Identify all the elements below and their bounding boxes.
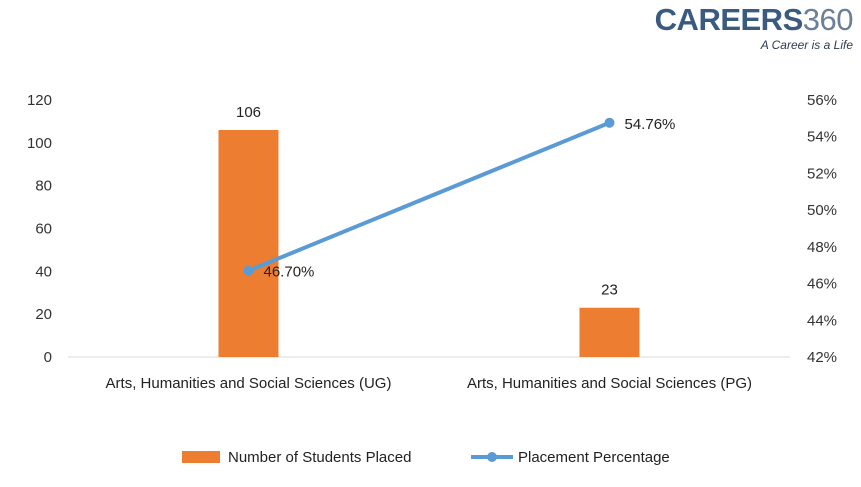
legend-bar-swatch [182,451,220,463]
bar-data-label: 106 [236,104,261,121]
y-right-tick-label: 52% [807,165,837,182]
x-category-label: Arts, Humanities and Social Sciences (UG… [106,375,392,392]
y-right-tick-label: 56% [807,92,837,109]
line-marker [243,265,254,276]
legend-bar-label: Number of Students Placed [228,449,411,466]
y-left-tick-label: 40 [35,263,52,280]
line-marker [604,117,615,128]
y-left-tick-label: 60 [35,221,52,238]
data-labels: 106 23 46.70% 54.76% [236,104,675,299]
y-right-tick-label: 50% [807,202,837,219]
y-right-tick-label: 54% [807,129,837,146]
bar-series [218,129,640,357]
y-right-tick-label: 48% [807,239,837,256]
logo-number: 360 [802,2,854,37]
logo-tagline: A Career is a Life [760,38,853,52]
line-series [243,117,615,276]
y-right-tick-label: 46% [807,276,837,293]
x-category-label: Arts, Humanities and Social Sciences (PG… [467,375,752,392]
careers360-logo: CAREERS360 [654,2,854,38]
y-left-tick-label: 0 [44,349,52,366]
bar-data-label: 23 [601,282,618,299]
legend-line-label: Placement Percentage [518,449,670,466]
bar [579,307,640,357]
y-left-tick-label: 120 [27,92,52,109]
line-data-label: 54.76% [625,116,676,133]
y-right-tick-label: 44% [807,312,837,329]
chart-legend: Number of Students Placed Placement Perce… [182,449,670,466]
y-left-tick-label: 80 [35,178,52,195]
legend-line-marker [487,452,497,462]
bar [218,129,279,357]
line-data-label: 46.70% [264,264,315,281]
y-left-tick-label: 20 [35,306,52,323]
logo-brand: CAREERS [654,2,804,37]
y-left-tick-label: 100 [27,135,52,152]
chart-axes: 0 20 40 60 80 100 120 42% 44% 46% 48% 50% 52% 54% 56% A… [27,92,837,392]
placement-line [246,120,612,273]
y-right-tick-label: 42% [807,349,837,366]
